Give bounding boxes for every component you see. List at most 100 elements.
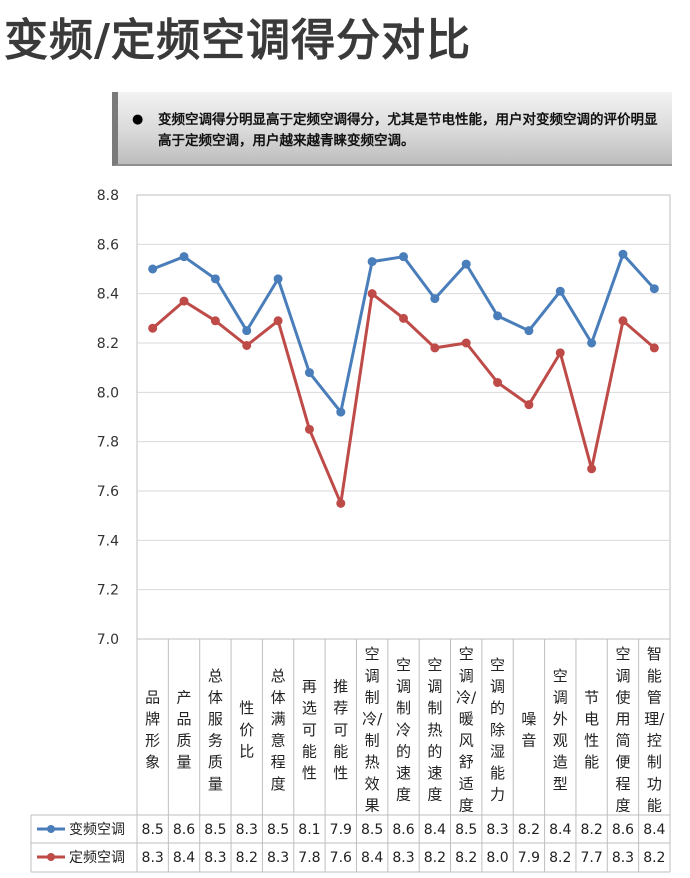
data-point	[430, 294, 440, 304]
data-point	[587, 338, 597, 348]
data-point	[210, 316, 220, 326]
data-label: 8.3	[486, 822, 508, 838]
data-point	[399, 313, 408, 323]
y-tick-label: 7.8	[97, 435, 119, 451]
data-label: 8.5	[142, 822, 164, 838]
data-point	[618, 316, 628, 326]
data-label: 8.6	[173, 822, 195, 838]
x-tick-label: 空调冷/暖风舒适度	[456, 645, 477, 814]
data-point	[587, 464, 597, 474]
data-point	[461, 259, 471, 269]
data-point	[179, 296, 189, 306]
data-point	[148, 323, 158, 333]
data-label: 8.5	[361, 822, 383, 838]
data-point	[493, 311, 503, 321]
data-label: 8.4	[361, 850, 383, 866]
data-point	[524, 326, 534, 336]
x-tick-label: 噪音	[521, 710, 536, 750]
data-point	[618, 249, 628, 259]
data-point	[367, 289, 377, 299]
data-label: 8.4	[643, 822, 665, 838]
data-label: 8.2	[424, 850, 446, 866]
data-point	[336, 407, 346, 417]
data-label: 8.3	[204, 850, 226, 866]
bullet-icon: ●	[132, 112, 144, 127]
data-label: 8.2	[236, 850, 258, 866]
x-tick-label: 智能管理/控制功能	[644, 645, 665, 814]
page-title: 变频/定频空调得分对比	[4, 15, 472, 66]
line-chart: 7.0 7.2 7.4 7.6 7.8 8.0 8.2 8.4 8.6 8.8 品牌形象 产品质量 总体…	[30, 188, 671, 873]
data-point	[273, 274, 283, 284]
data-label: 8.2	[643, 850, 665, 866]
data-label: 8.2	[455, 850, 477, 866]
legend-marker	[47, 825, 55, 833]
x-tick-label: 空调外观造型	[553, 667, 568, 793]
data-point	[555, 286, 565, 296]
x-tick-label: 总体服务质量	[208, 667, 223, 793]
x-tick-label: 性价比	[239, 699, 254, 760]
data-point	[649, 284, 659, 294]
data-point	[399, 252, 408, 262]
x-tick-label: 空调制冷的速度	[396, 656, 411, 804]
legend-label: 变频空调	[69, 822, 125, 838]
data-point	[555, 348, 565, 358]
x-tick-label: 总体满意程度	[271, 667, 286, 793]
data-label: 8.5	[455, 822, 477, 838]
data-point	[430, 343, 440, 353]
summary-callout: ● 变频空调得分明显高于定频空调得分，尤其是节电性能，用户对变频空调的评价明显高…	[112, 92, 672, 166]
data-label: 8.3	[142, 850, 164, 866]
data-label: 8.3	[392, 850, 414, 866]
data-label: 8.5	[267, 822, 289, 838]
data-point	[336, 498, 346, 508]
x-tick-label: 空调制热的速度	[427, 656, 442, 804]
data-label: 8.4	[549, 822, 571, 838]
data-point	[367, 257, 377, 267]
data-label: 8.4	[173, 850, 195, 866]
y-tick-label: 7.6	[97, 484, 119, 500]
y-tick-label: 8.8	[97, 188, 119, 204]
summary-text: 变频空调得分明显高于定频空调得分，尤其是节电性能，用户对变频空调的评价明显高于定…	[158, 112, 658, 149]
x-tick-label: 品牌形象	[145, 688, 160, 771]
y-tick-label: 7.0	[97, 632, 119, 648]
x-tick-label: 再选可能性	[302, 678, 317, 782]
data-label: 8.2	[549, 850, 571, 866]
y-tick-label: 8.4	[97, 287, 119, 303]
plot-area	[136, 194, 671, 640]
data-point	[148, 264, 158, 274]
x-tick-label: 空调的除湿能力	[490, 656, 505, 804]
data-point	[210, 274, 220, 284]
y-tick-label: 8.6	[97, 237, 119, 253]
x-tick-label: 推荐可能性	[333, 678, 348, 782]
data-label: 8.3	[236, 822, 258, 838]
data-label: 8.3	[612, 850, 634, 866]
data-label: 8.6	[392, 822, 414, 838]
y-tick-label: 7.4	[97, 533, 119, 549]
data-point	[304, 424, 314, 434]
y-tick-label: 8.2	[97, 336, 119, 352]
data-label: 7.8	[298, 850, 320, 866]
data-point	[242, 326, 252, 336]
data-label: 7.9	[330, 822, 352, 838]
data-point	[242, 340, 252, 350]
x-tick-label: 节电性能	[584, 688, 599, 771]
x-tick-label: 产品质量	[177, 688, 192, 771]
data-point	[179, 252, 189, 262]
data-point	[649, 343, 659, 353]
data-label: 7.6	[330, 850, 352, 866]
data-label: 7.9	[518, 850, 540, 866]
data-label: 8.4	[424, 822, 446, 838]
data-label: 7.7	[580, 850, 602, 866]
data-point	[524, 400, 534, 410]
data-label: 8.2	[518, 822, 540, 838]
data-label: 8.2	[580, 822, 602, 838]
y-tick-label: 7.2	[97, 583, 119, 599]
data-label: 8.6	[612, 822, 634, 838]
y-tick-label: 8.0	[97, 385, 119, 401]
data-point	[273, 316, 283, 326]
data-point	[461, 338, 471, 348]
legend-marker	[47, 853, 55, 861]
data-point	[493, 377, 503, 387]
data-label: 8.3	[267, 850, 289, 866]
x-tick-label: 空调使用简便程度	[615, 645, 630, 814]
legend-label: 定频空调	[69, 850, 125, 866]
